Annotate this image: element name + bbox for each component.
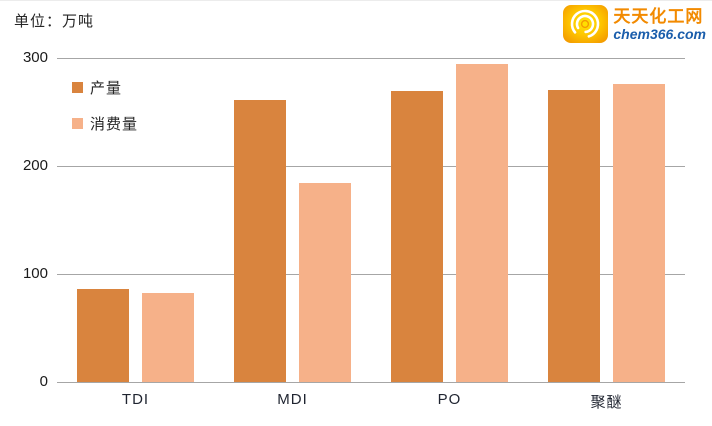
chart-legend: 产量 消费量 xyxy=(72,77,138,149)
y-tick-label: 200 xyxy=(22,157,48,174)
legend-swatch xyxy=(72,81,83,93)
gridline-100 xyxy=(57,274,685,275)
legend-item-消费量: 消费量 xyxy=(72,113,138,133)
y-tick-label: 0 xyxy=(39,373,48,390)
x-tick-label-MDI: MDI xyxy=(277,391,308,408)
logo-text: 天天化工网 chem366.com xyxy=(613,5,706,41)
gridline-300 xyxy=(57,58,685,59)
bar-TDI-消费量 xyxy=(142,293,194,382)
bar-聚醚-消费量 xyxy=(613,83,665,382)
legend-item-产量: 产量 xyxy=(72,77,138,97)
unit-label: 单位：万吨 xyxy=(14,13,95,30)
y-tick-label: 100 xyxy=(22,265,48,282)
legend-label: 产量 xyxy=(90,79,123,97)
gridline-0 xyxy=(57,382,685,383)
logo-swirl-icon xyxy=(563,5,609,43)
logo-domain: chem366.com xyxy=(613,26,706,42)
legend-label: 消费量 xyxy=(90,115,139,133)
x-tick-label-PO: PO xyxy=(437,391,462,408)
bar-PO-产量 xyxy=(391,91,443,382)
bar-聚醚-产量 xyxy=(548,90,600,382)
y-tick-label: 300 xyxy=(22,49,48,66)
plot-area xyxy=(57,58,685,383)
site-logo: 天天化工网 chem366.com xyxy=(563,5,706,43)
x-tick-label-聚醚: 聚醚 xyxy=(590,394,623,411)
bar-MDI-消费量 xyxy=(299,183,351,382)
bar-TDI-产量 xyxy=(77,289,129,382)
logo-site-name: 天天化工网 xyxy=(613,7,704,26)
bar-PO-消费量 xyxy=(456,64,508,382)
gridline-200 xyxy=(57,166,685,167)
bar-MDI-产量 xyxy=(234,100,286,382)
legend-swatch xyxy=(72,117,83,129)
x-tick-label-TDI: TDI xyxy=(121,391,150,408)
